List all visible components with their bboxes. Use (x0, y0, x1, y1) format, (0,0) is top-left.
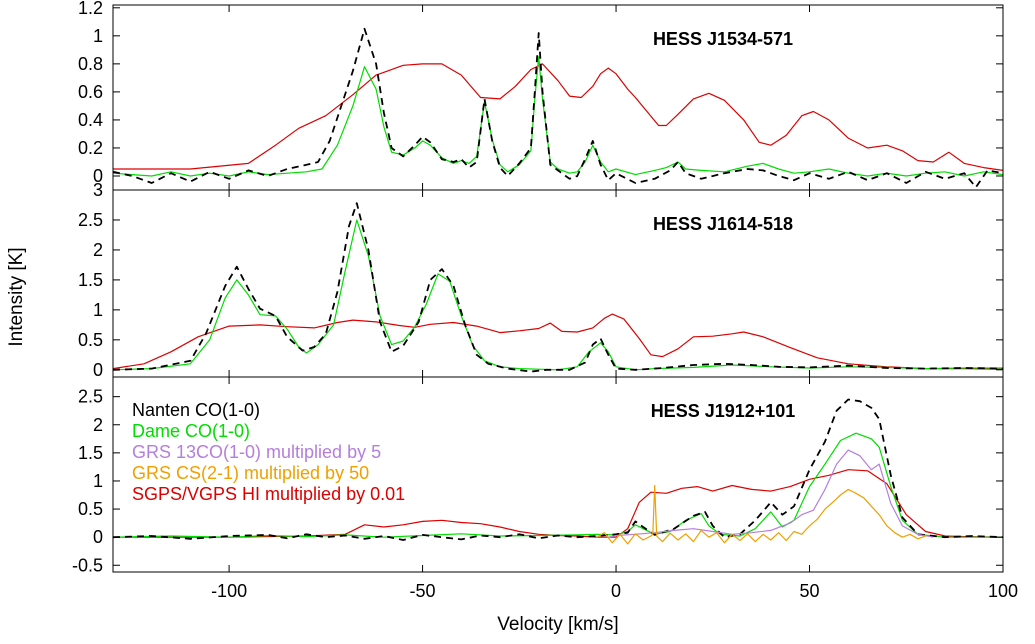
y-tick-label: 0.2 (78, 138, 103, 158)
x-tick-label: 50 (800, 581, 820, 601)
y-axis-title: Intensity [K] (6, 247, 27, 346)
y-tick-label: 0.5 (78, 499, 103, 519)
y-tick-label: 1.5 (78, 443, 103, 463)
y-tick-label: 2.5 (78, 387, 103, 407)
x-axis-title: Velocity [km/s] (497, 614, 618, 635)
y-tick-label: 2 (93, 415, 103, 435)
panel-title: HESS J1534-571 (653, 29, 793, 49)
y-tick-label: 0 (93, 166, 103, 186)
series-line-5 (596, 484, 926, 545)
y-tick-label: 2 (93, 240, 103, 260)
panel-2: 0 0.5 1 1.5 2 2.5 3 HESS J1614-518 (78, 180, 1004, 380)
x-tick-label: 0 (611, 581, 621, 601)
y-tick-label: 0.6 (78, 82, 103, 102)
series-line-2 (113, 219, 1003, 371)
legend-entry: GRS CS(2-1) multiplied by 50 (132, 463, 369, 483)
y-tick-label: 3 (93, 180, 103, 200)
series-line-4 (608, 449, 934, 538)
series-line-3 (113, 202, 1003, 373)
panel-3-series (113, 398, 1003, 545)
panel-title: HESS J1614-518 (653, 214, 793, 234)
panel-frame (112, 376, 1004, 573)
y-tick-label: 0.5 (78, 330, 103, 350)
legend-entry: GRS 13CO(1-0) multiplied by 5 (132, 442, 381, 462)
panel-1-series (113, 27, 1003, 189)
series-line-2 (113, 56, 1003, 177)
panel-title: HESS J1912+101 (651, 401, 796, 421)
panel-frame (112, 4, 1004, 191)
y-tick-label: 1.5 (78, 270, 103, 290)
x-tick-label: -50 (410, 581, 436, 601)
series-line-3 (113, 27, 1003, 189)
panel-3: -0.5 0 0.5 1 1.5 2 2.5 HESS J1912+101 (72, 376, 1004, 575)
panel-frame (112, 189, 1004, 378)
y-tick-label: 2.5 (78, 210, 103, 230)
plot-area: 0 0.2 0.4 0.6 0.8 1 1.2 HESS J1534-571 0 0.5 1 1.5 2… (72, 0, 1018, 601)
panel-1: 0 0.2 0.4 0.6 0.8 1 1.2 HESS J1534-571 (78, 0, 1004, 191)
legend: Nanten CO(1-0)Dame CO(1-0)GRS 13CO(1-0) … (132, 400, 405, 504)
y-tick-label: 1 (93, 471, 103, 491)
legend-entry: Nanten CO(1-0) (132, 400, 260, 420)
series-line-1 (113, 469, 1003, 538)
y-tick-label: 0 (93, 360, 103, 380)
y-tick-label: 0 (93, 527, 103, 547)
series-line-1 (113, 63, 1003, 171)
y-tick-label: 1.2 (78, 0, 103, 18)
series-line-1 (113, 313, 1003, 370)
y-tick-label: -0.5 (72, 555, 103, 575)
y-tick-label: 0.4 (78, 110, 103, 130)
series-line-3 (113, 398, 1003, 541)
y-tick-label: 1 (93, 300, 103, 320)
y-tick-label: 1 (93, 26, 103, 46)
legend-entry: SGPS/VGPS HI multiplied by 0.01 (132, 484, 405, 504)
panel-2-series (113, 202, 1003, 373)
y-tick-label: 0.8 (78, 54, 103, 74)
x-tick-label: 100 (988, 581, 1018, 601)
legend-entry: Dame CO(1-0) (132, 421, 250, 441)
x-tick-label: -100 (211, 581, 247, 601)
